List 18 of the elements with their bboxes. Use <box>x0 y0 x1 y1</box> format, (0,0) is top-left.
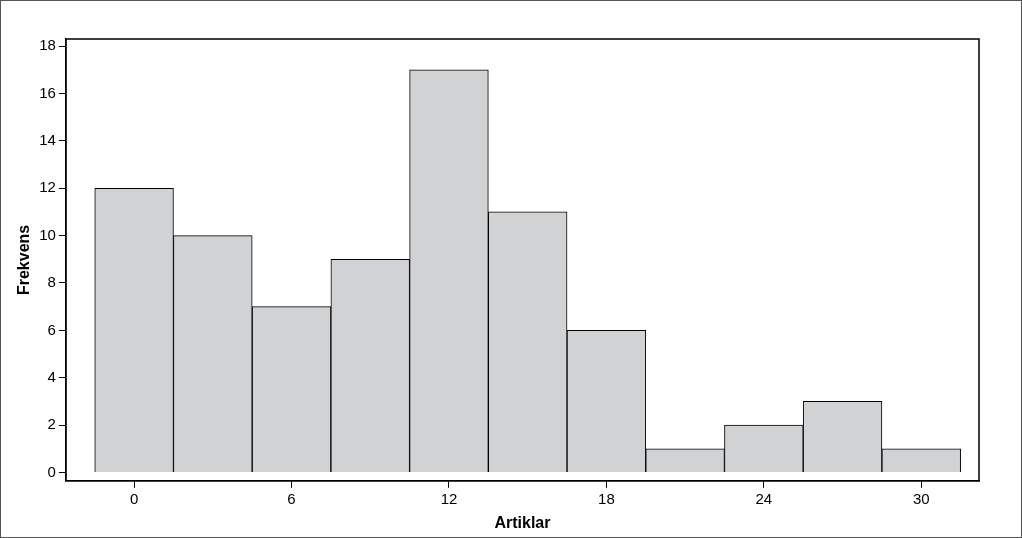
y-tick-label: 2 <box>47 415 56 433</box>
x-axis-title: Artiklar <box>494 513 551 531</box>
y-tick-label: 16 <box>39 83 56 101</box>
y-tick-label: 12 <box>39 178 56 196</box>
y-tick-label: 14 <box>39 131 56 148</box>
y-tick-label: 6 <box>47 320 56 338</box>
x-tick-label: 18 <box>598 489 615 507</box>
x-tick-label: 0 <box>129 489 139 507</box>
x-tick-label: 30 <box>912 489 930 507</box>
y-axis-title: Frekvens <box>15 224 33 296</box>
y-tick-label: 18 <box>39 36 56 54</box>
x-tick-label: 12 <box>440 489 458 507</box>
x-tick-label: 6 <box>287 489 296 507</box>
x-tick-label: 24 <box>755 489 773 507</box>
y-tick-label: 4 <box>47 367 56 385</box>
y-tick-label: 0 <box>47 462 56 480</box>
y-tick-label: 8 <box>47 273 56 291</box>
y-tick-label: 10 <box>39 225 56 243</box>
